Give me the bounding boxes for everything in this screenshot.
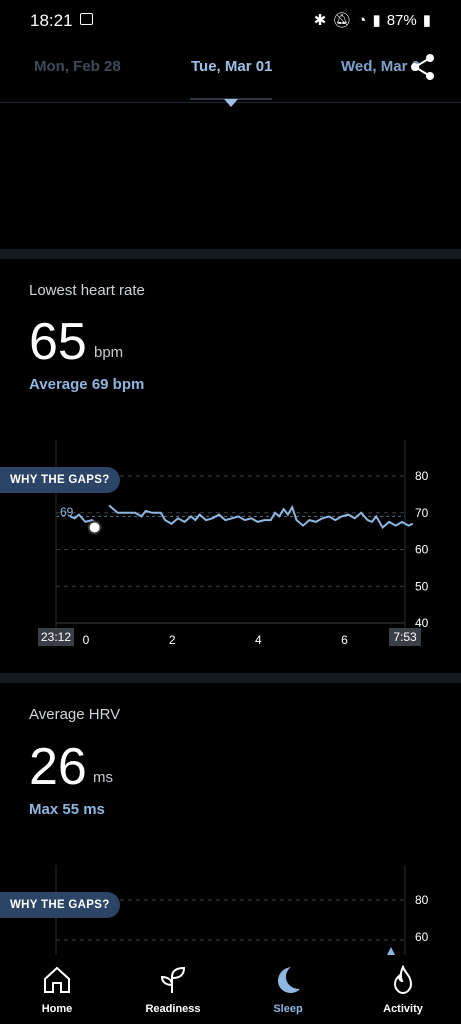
x-tick-label: 0 (83, 633, 90, 647)
home-icon (44, 966, 70, 993)
heart-rate-average: Average 69 bpm (29, 376, 145, 393)
status-time: 18:21 (30, 11, 73, 30)
bluetooth-icon: ✱ (313, 12, 327, 29)
y-tick-label: 80 (415, 469, 429, 483)
nav-activity-label: Activity (383, 1003, 423, 1015)
nav-sleep[interactable]: Sleep (243, 955, 333, 1024)
why-the-gaps-button-hrv[interactable]: WHY THE GAPS? (0, 892, 120, 918)
y-tick-label: 60 (415, 543, 429, 557)
mute-icon: 🔕︎ (332, 12, 352, 29)
heart-rate-chart: 80 70 60 50 40 0 2 4 6 69 23:12 7:53 (38, 440, 429, 647)
hrv-series-peak (387, 947, 395, 955)
status-icons: ✱ 🔕︎ ◔ ▮ 87% ▮ (313, 11, 431, 30)
y-tick-label: 40 (415, 616, 429, 630)
start-time-label: 23:12 (41, 630, 71, 644)
nav-home[interactable]: Home (12, 955, 102, 1024)
nav-sleep-label: Sleep (273, 1003, 303, 1015)
heart-card-title: Lowest heart rate (29, 282, 145, 299)
why-the-gaps-button[interactable]: WHY THE GAPS? (0, 467, 120, 493)
chart-grid (56, 475, 405, 624)
section-divider (0, 673, 461, 683)
y-tick-labels: 80 70 60 50 40 (415, 469, 429, 630)
date-caret-icon (224, 99, 238, 107)
y-tick-label: 80 (415, 893, 429, 907)
hrv-value: 26 (29, 738, 87, 796)
date-current[interactable]: Tue, Mar 01 (191, 58, 273, 75)
nav-readiness[interactable]: Readiness (128, 955, 218, 1024)
heart-rate-line (108, 504, 414, 530)
date-prev[interactable]: Mon, Feb 28 (34, 58, 121, 75)
section-divider (0, 249, 461, 259)
start-time-box (38, 628, 74, 646)
moon-icon (278, 967, 300, 993)
heart-rate-unit: bpm (94, 344, 124, 361)
hrv-unit: ms (93, 769, 113, 786)
hrv-card-title: Average HRV (29, 706, 121, 723)
wifi-icon: ◔ (357, 11, 367, 29)
share-icon[interactable] (408, 53, 438, 81)
date-navigation: Mon, Feb 28 Tue, Mar 01 Wed, Mar 0 (0, 40, 461, 107)
y-tick-label: 60 (415, 930, 429, 944)
flame-icon (393, 965, 413, 995)
date-next[interactable]: Wed, Mar 0 (341, 58, 420, 75)
y-tick-label: 70 (415, 506, 429, 520)
battery-icon: ▮ (422, 12, 431, 29)
x-tick-labels: 0 2 4 6 (83, 633, 349, 647)
battery-percent: 87% (386, 11, 417, 29)
image-notification-icon (80, 13, 93, 25)
average-label: 69 (60, 505, 74, 519)
y-tick-label: 50 (415, 579, 429, 593)
bottom-navigation: Home Readiness Sleep Activity (0, 955, 461, 1024)
nav-home-label: Home (41, 1003, 73, 1015)
nav-activity[interactable]: Activity (358, 955, 448, 1024)
heart-rate-series (69, 504, 414, 530)
status-bar: 18:21 ✱ 🔕︎ ◔ ▮ 87% ▮ (0, 0, 461, 40)
signal-icon: ▮ (372, 12, 381, 29)
end-time-box (389, 628, 421, 646)
heart-rate-value: 65 (29, 313, 87, 371)
x-tick-label: 2 (169, 633, 176, 647)
hrv-max: Max 55 ms (29, 801, 105, 818)
sprout-icon (160, 966, 186, 993)
end-time-label: 7:53 (393, 630, 417, 644)
chart-point[interactable] (87, 520, 102, 535)
nav-readiness-label: Readiness (145, 1003, 201, 1015)
x-tick-label: 4 (255, 633, 262, 647)
x-tick-label: 6 (341, 633, 348, 647)
